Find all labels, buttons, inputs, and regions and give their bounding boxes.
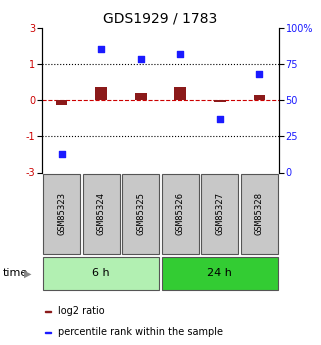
Point [257, 71, 262, 77]
Text: log2 ratio: log2 ratio [57, 306, 104, 316]
Text: GSM85323: GSM85323 [57, 193, 66, 235]
Text: ▶: ▶ [23, 268, 31, 278]
Bar [122, 174, 159, 254]
Text: GSM85328: GSM85328 [255, 193, 264, 235]
Text: 24 h: 24 h [207, 268, 232, 278]
Bar [95, 87, 107, 100]
Bar [241, 174, 278, 254]
Title: GDS1929 / 1783: GDS1929 / 1783 [103, 11, 218, 25]
Bar [162, 174, 199, 254]
Text: time: time [3, 268, 29, 278]
Text: GSM85327: GSM85327 [215, 193, 224, 235]
Bar [254, 95, 265, 100]
Bar [201, 174, 239, 254]
Point [138, 57, 143, 62]
Bar [45, 311, 51, 312]
Bar [43, 257, 159, 290]
Text: percentile rank within the sample: percentile rank within the sample [57, 327, 222, 337]
Bar [162, 257, 278, 290]
Bar [174, 87, 186, 100]
Point [59, 151, 64, 156]
Text: GSM85324: GSM85324 [97, 193, 106, 235]
Bar [135, 93, 147, 100]
Point [217, 116, 222, 122]
Text: GSM85326: GSM85326 [176, 193, 185, 235]
Bar [43, 174, 80, 254]
Bar [45, 332, 51, 333]
Text: 6 h: 6 h [92, 268, 110, 278]
Bar [82, 174, 120, 254]
Bar [214, 100, 226, 102]
Text: GSM85325: GSM85325 [136, 193, 145, 235]
Point [178, 51, 183, 57]
Bar [56, 100, 67, 105]
Point [99, 47, 104, 52]
